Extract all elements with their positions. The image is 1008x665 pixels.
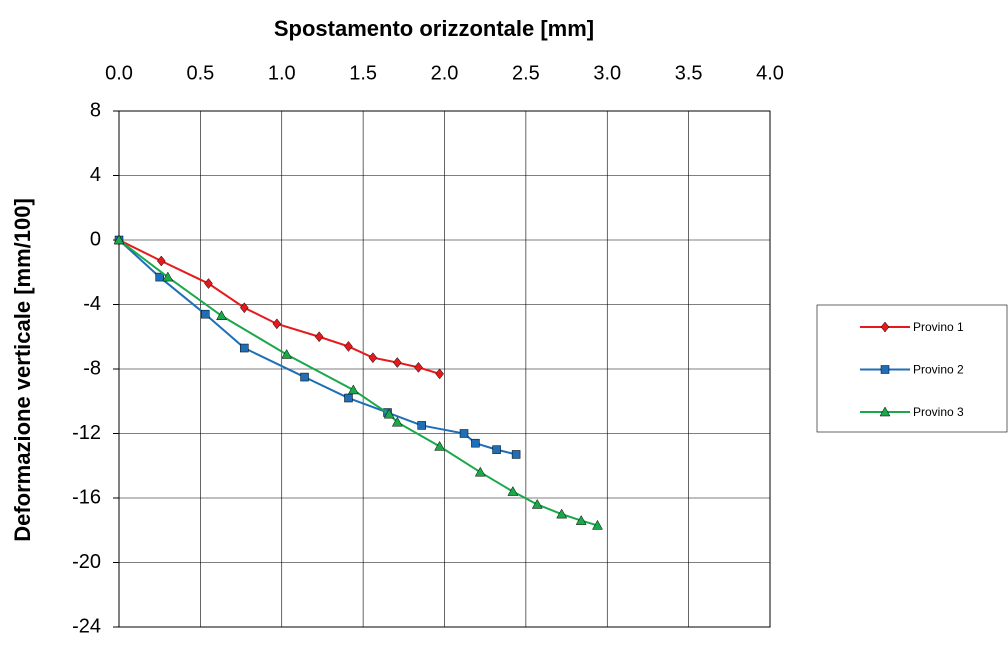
marker bbox=[471, 438, 480, 448]
marker bbox=[344, 393, 353, 403]
x-tick-label: 1.5 bbox=[349, 62, 377, 84]
marker bbox=[474, 466, 486, 477]
marker bbox=[204, 278, 213, 289]
series-line bbox=[118, 239, 598, 527]
marker bbox=[556, 508, 568, 519]
marker bbox=[201, 309, 210, 319]
y-tick-label: -16 bbox=[72, 486, 101, 508]
marker bbox=[511, 450, 521, 459]
marker bbox=[162, 271, 174, 282]
marker bbox=[314, 331, 324, 343]
marker bbox=[272, 318, 282, 330]
marker bbox=[368, 352, 378, 364]
x-tick-label: 2.5 bbox=[512, 62, 540, 84]
plot-border bbox=[118, 110, 771, 628]
marker bbox=[216, 310, 227, 321]
marker bbox=[435, 368, 444, 380]
marker bbox=[459, 429, 469, 438]
y-tick-label: -20 bbox=[72, 551, 101, 573]
marker bbox=[592, 519, 603, 530]
marker bbox=[492, 445, 501, 454]
marker bbox=[417, 421, 426, 430]
marker bbox=[575, 515, 587, 525]
marker bbox=[347, 384, 359, 395]
y-axis-title: Deformazione verticale [mm/100] bbox=[10, 198, 35, 542]
marker bbox=[414, 361, 423, 373]
legend-marker bbox=[880, 365, 890, 374]
marker bbox=[240, 343, 249, 353]
marker bbox=[392, 357, 402, 368]
marker bbox=[239, 302, 249, 314]
y-tick-label: 8 bbox=[90, 99, 101, 121]
x-tick-label: 0.0 bbox=[105, 62, 133, 84]
y-tick-label: 0 bbox=[90, 228, 101, 250]
y-tick-label: -24 bbox=[72, 615, 101, 637]
x-tick-label: 4.0 bbox=[756, 62, 784, 84]
legend-marker bbox=[880, 321, 890, 333]
x-tick-label: 2.0 bbox=[431, 62, 459, 84]
marker bbox=[507, 486, 519, 496]
marker bbox=[391, 416, 403, 427]
legend-marker bbox=[879, 406, 891, 417]
y-tick-label: -12 bbox=[72, 422, 101, 444]
marker bbox=[156, 255, 166, 267]
y-tick-label: -4 bbox=[83, 293, 101, 315]
marker bbox=[281, 348, 293, 359]
legend-label: Provino 1 bbox=[913, 320, 964, 334]
marker bbox=[300, 372, 309, 382]
marker bbox=[344, 341, 353, 352]
legend-label: Provino 3 bbox=[913, 405, 964, 419]
marker bbox=[113, 234, 125, 245]
x-tick-label: 3.0 bbox=[593, 62, 621, 84]
marker bbox=[434, 440, 446, 451]
x-axis-title: Spostamento orizzontale [mm] bbox=[274, 16, 594, 41]
legend-box bbox=[816, 304, 1008, 433]
marker bbox=[531, 498, 543, 509]
y-tick-label: 4 bbox=[90, 164, 101, 186]
marker bbox=[383, 408, 395, 419]
y-tick-label: -8 bbox=[83, 357, 101, 379]
x-tick-label: 3.5 bbox=[675, 62, 703, 84]
x-tick-label: 0.5 bbox=[186, 62, 214, 84]
legend-label: Provino 2 bbox=[913, 363, 964, 377]
x-tick-label: 1.0 bbox=[268, 62, 296, 84]
marker bbox=[155, 272, 164, 282]
